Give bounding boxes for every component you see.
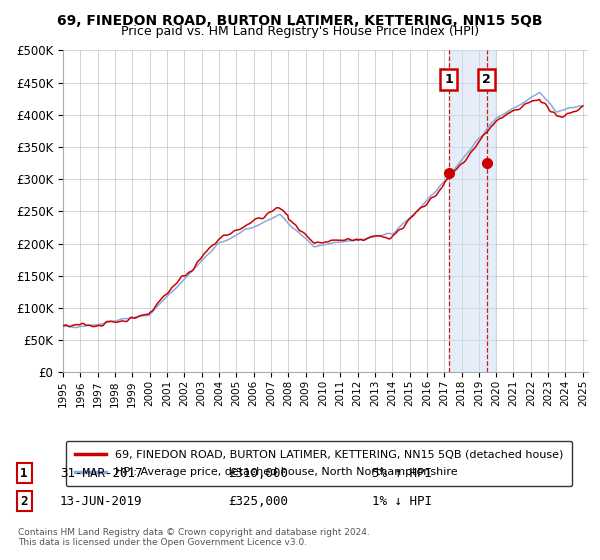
Legend: 69, FINEDON ROAD, BURTON LATIMER, KETTERING, NN15 5QB (detached house), HPI: Ave: 69, FINEDON ROAD, BURTON LATIMER, KETTER… (66, 441, 572, 486)
Text: Price paid vs. HM Land Registry's House Price Index (HPI): Price paid vs. HM Land Registry's House … (121, 25, 479, 38)
Text: 5% ↑ HPI: 5% ↑ HPI (372, 466, 432, 480)
Text: £310,000: £310,000 (228, 466, 288, 480)
Text: 13-JUN-2019: 13-JUN-2019 (60, 494, 143, 508)
Text: 31-MAR-2017: 31-MAR-2017 (60, 466, 143, 480)
Text: Contains HM Land Registry data © Crown copyright and database right 2024.
This d: Contains HM Land Registry data © Crown c… (18, 528, 370, 547)
Text: 69, FINEDON ROAD, BURTON LATIMER, KETTERING, NN15 5QB: 69, FINEDON ROAD, BURTON LATIMER, KETTER… (57, 14, 543, 28)
Text: 1: 1 (20, 466, 28, 480)
Text: 2: 2 (482, 73, 491, 86)
Bar (449, 50, 496, 372)
Text: 1% ↓ HPI: 1% ↓ HPI (372, 494, 432, 508)
Text: 1: 1 (444, 73, 453, 86)
Text: 2: 2 (20, 494, 28, 508)
Text: £325,000: £325,000 (228, 494, 288, 508)
